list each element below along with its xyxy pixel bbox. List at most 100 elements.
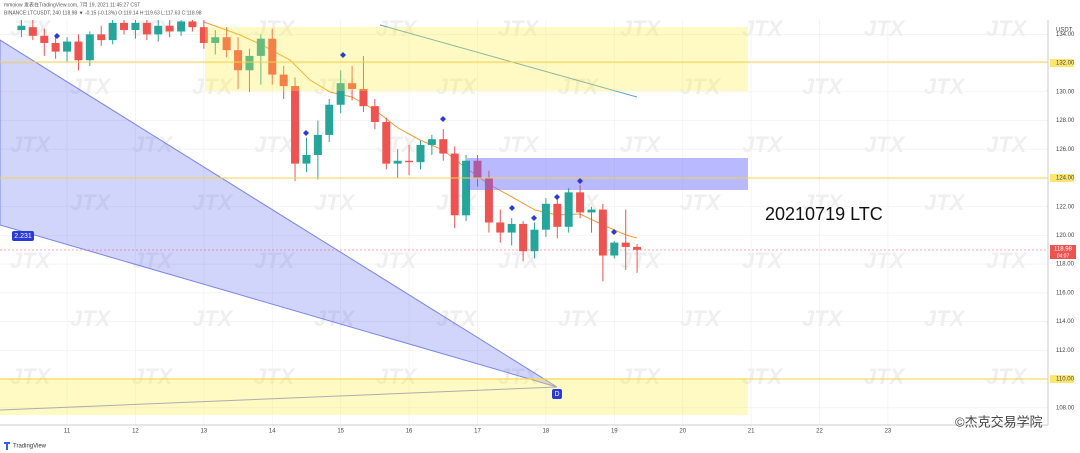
demand-zone — [0, 378, 748, 415]
candle-body — [405, 160, 414, 163]
candle-body — [576, 192, 585, 213]
countdown-label: 04:07 — [1057, 253, 1070, 259]
watermark: JTX — [924, 306, 966, 331]
x-tick-label: 21 — [748, 429, 755, 435]
y-ticks: 108.00 110.00 112.00 114.00 116.00 118.00 120.… — [1050, 32, 1075, 411]
y-tick-label: 120.00 — [1056, 233, 1075, 239]
x-ticks: 11 12 13 14 15 16 17 18 19 20 21 22 23 — [64, 429, 892, 435]
watermark: JTX — [864, 16, 906, 41]
candle-body — [142, 22, 151, 35]
watermark: JTX — [192, 306, 234, 331]
y-tick-label: 116.00 — [1056, 290, 1075, 296]
point-badge — [552, 389, 562, 399]
y-tick-label: 134.00 — [1056, 32, 1075, 38]
candle-body — [427, 139, 436, 145]
watermark: JTX — [924, 190, 966, 215]
candle-body — [450, 153, 459, 216]
watermark: JTX — [436, 306, 478, 331]
candle-body — [131, 22, 140, 31]
candle-body — [222, 37, 231, 51]
candle-body — [610, 242, 619, 256]
candle-body — [473, 160, 482, 178]
watermark: JTX — [376, 16, 418, 41]
watermark: JTX — [254, 248, 296, 273]
y-tick-label: 114.00 — [1056, 319, 1075, 325]
candle-body — [177, 21, 186, 32]
logo-icon — [4, 442, 10, 450]
watermark: JTX — [742, 16, 784, 41]
y-tick-label: 132.00 — [1056, 61, 1075, 67]
candle-body — [519, 223, 528, 252]
watermark: JTX — [680, 190, 722, 215]
candle-body — [188, 21, 197, 28]
candle-body — [359, 88, 368, 107]
watermarks: JTX JTX JTX JTX JTX JTX JTX JTX JTX JTX JTX JTX JTX J… — [10, 16, 1080, 389]
watermark: JTX — [558, 74, 600, 99]
y-tick-label: 122.00 — [1056, 204, 1075, 210]
candle-body — [40, 35, 49, 43]
watermark: JTX — [802, 306, 844, 331]
x-tick-label: 18 — [543, 429, 550, 435]
watermark: JTX — [192, 74, 234, 99]
watermark: JTX — [924, 74, 966, 99]
candle-body — [541, 203, 550, 230]
candle-body — [268, 38, 277, 75]
watermark: JTX — [802, 74, 844, 99]
watermark: JTX — [986, 132, 1028, 157]
y-tick-label: 126.00 — [1056, 147, 1075, 153]
x-tick-label: 11 — [64, 429, 71, 435]
candle-body — [234, 50, 243, 71]
candle-body — [51, 42, 60, 52]
candle-body — [313, 134, 322, 155]
candle-body — [348, 83, 357, 89]
watermark: JTX — [864, 132, 906, 157]
watermark: JTX — [620, 364, 662, 389]
x-tick-label: 13 — [201, 429, 208, 435]
markers — [54, 33, 617, 235]
candles — [17, 20, 642, 282]
candle-body — [598, 209, 607, 256]
candle-body — [382, 121, 391, 164]
watermark: JTX — [986, 248, 1028, 273]
watermark: JTX — [986, 16, 1028, 41]
y-tick-label: 108.00 — [1056, 405, 1075, 411]
y-tick-label: 124.00 — [1056, 176, 1075, 182]
watermark: JTX — [558, 306, 600, 331]
x-tick-label: 15 — [337, 429, 344, 435]
watermark: JTX — [254, 364, 296, 389]
watermark: JTX — [70, 306, 112, 331]
watermark: JTX — [498, 16, 540, 41]
candle-body — [74, 41, 83, 61]
y-tick-label: 128.00 — [1056, 118, 1075, 124]
candle-body — [484, 177, 493, 223]
annotation: 20210719 LTC — [765, 204, 883, 224]
candle-body — [302, 155, 311, 164]
watermark: JTX — [376, 364, 418, 389]
candle-body — [530, 229, 539, 252]
watermark: JTX — [742, 364, 784, 389]
candle-body — [28, 27, 37, 36]
candle-body — [462, 160, 471, 216]
watermark: JTX — [10, 364, 52, 389]
watermark: JTX — [986, 364, 1028, 389]
candle-body — [439, 139, 448, 154]
watermark: JTX — [10, 248, 52, 273]
candle-body — [564, 192, 573, 227]
x-tick-label: 20 — [679, 429, 686, 435]
candle-body — [108, 22, 117, 41]
watermark: JTX — [680, 306, 722, 331]
candle-body — [199, 27, 208, 43]
watermark: JTX — [802, 190, 844, 215]
candle-body — [416, 144, 425, 163]
y-tick-label: 110.00 — [1056, 377, 1075, 383]
candle-body — [279, 74, 288, 87]
candle-body — [370, 106, 379, 122]
candle-body — [245, 55, 254, 71]
x-tick-label: 17 — [474, 429, 481, 435]
candle-body — [325, 104, 334, 135]
candle-body — [97, 34, 106, 41]
symbol-line: BINANCE:LTCUSDT, 240 118.98 ▼ -0.15 (-0.… — [4, 10, 202, 16]
watermark: JTX — [742, 132, 784, 157]
